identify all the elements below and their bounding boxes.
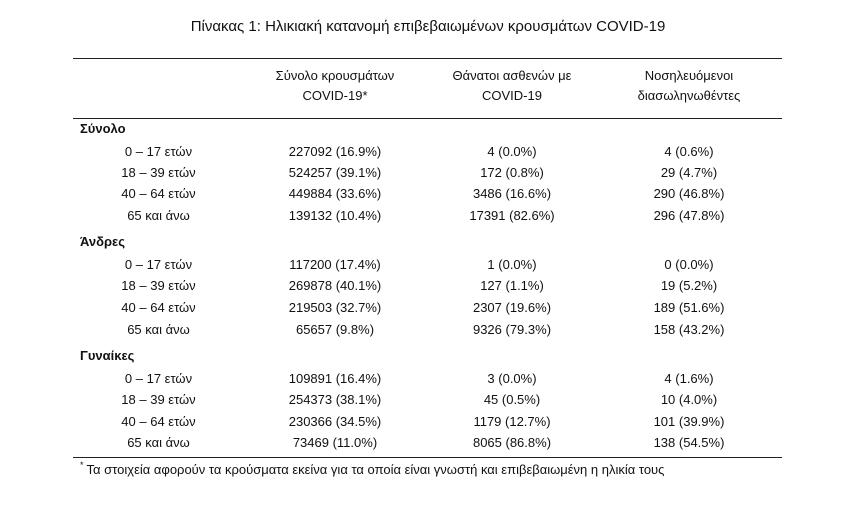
column-header-deaths-line1: Θάνατοι ασθενών με — [452, 68, 572, 83]
column-header-cases-line1: Σύνολο κρουσμάτων — [275, 68, 395, 83]
cases-cell: 269878 (40.1%) — [288, 278, 382, 293]
cases-cell: 117200 (17.4%) — [289, 257, 381, 272]
column-header-intubated: Νοσηλευόμενοι διασωληνωθέντες — [609, 66, 769, 106]
intubated-cell: 189 (51.6%) — [653, 300, 725, 315]
table-row: 40 – 64 ετών 219503 (32.7%) 2307 (19.6%)… — [0, 298, 856, 318]
footnote-mark: * — [80, 460, 84, 470]
table-row: 0 – 17 ετών 227092 (16.9%) 4 (0.0%) 4 (0… — [0, 142, 856, 162]
deaths-cell: 17391 (82.6%) — [469, 208, 555, 223]
deaths-cell: 2307 (19.6%) — [472, 300, 552, 315]
deaths-cell: 45 (0.5%) — [483, 392, 541, 407]
column-header-cases: Σύνολο κρουσμάτων COVID-19* — [255, 66, 415, 106]
age-label: 40 – 64 ετών — [121, 186, 196, 201]
deaths-cell: 127 (1.1%) — [480, 278, 544, 293]
intubated-cell: 4 (0.6%) — [664, 144, 714, 159]
intubated-cell: 101 (39.9%) — [653, 414, 725, 429]
age-label: 18 – 39 ετών — [121, 392, 196, 407]
deaths-cell: 9326 (79.3%) — [472, 322, 552, 337]
age-label: 40 – 64 ετών — [121, 414, 196, 429]
bottom-rule — [73, 457, 782, 458]
cases-cell: 109891 (16.4%) — [288, 371, 382, 386]
age-label: 0 – 17 ετών — [124, 371, 193, 386]
intubated-cell: 158 (43.2%) — [653, 322, 725, 337]
top-rule — [73, 58, 782, 59]
cases-cell: 219503 (32.7%) — [288, 300, 382, 315]
deaths-cell: 1 (0.0%) — [487, 257, 537, 272]
deaths-cell: 172 (0.8%) — [480, 165, 544, 180]
age-label: 18 – 39 ετών — [121, 165, 196, 180]
age-label: 40 – 64 ετών — [121, 300, 196, 315]
table-row: 18 – 39 ετών 269878 (40.1%) 127 (1.1%) 1… — [0, 276, 856, 296]
table-row: 0 – 17 ετών 109891 (16.4%) 3 (0.0%) 4 (1… — [0, 369, 856, 389]
intubated-cell: 29 (4.7%) — [660, 165, 718, 180]
cases-cell: 449884 (33.6%) — [288, 186, 382, 201]
column-header-deaths: Θάνατοι ασθενών με COVID-19 — [432, 66, 592, 106]
deaths-cell: 4 (0.0%) — [487, 144, 537, 159]
table-row: 65 και άνω 65657 (9.8%) 9326 (79.3%) 158… — [0, 320, 856, 340]
deaths-cell: 8065 (86.8%) — [472, 435, 552, 450]
column-header-cases-line2: COVID-19* — [302, 88, 368, 103]
cases-cell: 65657 (9.8%) — [295, 322, 375, 337]
cases-cell: 227092 (16.9%) — [288, 144, 382, 159]
intubated-cell: 290 (46.8%) — [653, 186, 725, 201]
table-row: 18 – 39 ετών 524257 (39.1%) 172 (0.8%) 2… — [0, 163, 856, 183]
age-label: 65 και άνω — [127, 435, 190, 450]
table-row: 18 – 39 ετών 254373 (38.1%) 45 (0.5%) 10… — [0, 390, 856, 410]
deaths-cell: 3 (0.0%) — [487, 371, 537, 386]
age-label: 65 και άνω — [127, 322, 190, 337]
cases-cell: 139132 (10.4%) — [288, 208, 382, 223]
table-row: 65 και άνω 73469 (11.0%) 8065 (86.8%) 13… — [0, 433, 856, 453]
cases-cell: 230366 (34.5%) — [288, 414, 382, 429]
group-heading-women: Γυναίκες — [80, 348, 135, 363]
header-rule — [73, 118, 782, 119]
age-label: 65 και άνω — [127, 208, 190, 223]
age-label: 0 – 17 ετών — [124, 144, 193, 159]
table-title: Πίνακας 1: Ηλικιακή κατανομή επιβεβαιωμέ… — [190, 18, 666, 35]
table-row: 65 και άνω 139132 (10.4%) 17391 (82.6%) … — [0, 206, 856, 226]
cases-cell: 254373 (38.1%) — [288, 392, 382, 407]
intubated-cell: 0 (0.0%) — [664, 257, 714, 272]
intubated-cell: 19 (5.2%) — [660, 278, 718, 293]
table-row: 0 – 17 ετών 117200 (17.4%) 1 (0.0%) 0 (0… — [0, 255, 856, 275]
group-heading-men: Άνδρες — [80, 234, 125, 249]
cases-cell: 73469 (11.0%) — [292, 435, 378, 450]
deaths-cell: 1179 (12.7%) — [473, 414, 551, 429]
intubated-cell: 10 (4.0%) — [660, 392, 718, 407]
intubated-cell: 296 (47.8%) — [653, 208, 725, 223]
footnote-text: Τα στοιχεία αφορούν τα κρούσματα εκείνα … — [86, 462, 665, 477]
column-header-intubated-line2: διασωληνωθέντες — [637, 88, 741, 103]
deaths-cell: 3486 (16.6%) — [472, 186, 552, 201]
column-header-intubated-line1: Νοσηλευόμενοι — [644, 68, 734, 83]
table-row: 40 – 64 ετών 449884 (33.6%) 3486 (16.6%)… — [0, 184, 856, 204]
footnote: * Τα στοιχεία αφορούν τα κρούσματα εκείνα… — [80, 460, 665, 477]
intubated-cell: 4 (1.6%) — [664, 371, 714, 386]
table-row: 40 – 64 ετών 230366 (34.5%) 1179 (12.7%)… — [0, 412, 856, 432]
intubated-cell: 138 (54.5%) — [653, 435, 725, 450]
age-label: 0 – 17 ετών — [124, 257, 193, 272]
age-label: 18 – 39 ετών — [121, 278, 196, 293]
column-header-deaths-line2: COVID-19 — [482, 88, 542, 103]
cases-cell: 524257 (39.1%) — [288, 165, 382, 180]
group-heading-total: Σύνολο — [80, 121, 126, 136]
